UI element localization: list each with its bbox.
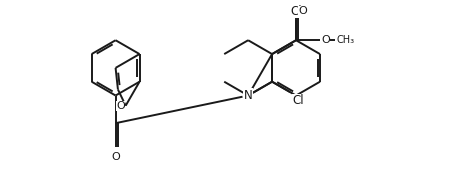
Text: O: O xyxy=(321,35,330,45)
Text: N: N xyxy=(244,89,252,102)
Text: CH₃: CH₃ xyxy=(336,35,355,45)
Text: O: O xyxy=(298,6,307,16)
Text: Cl: Cl xyxy=(290,5,302,18)
Text: Cl: Cl xyxy=(292,94,304,107)
Text: O: O xyxy=(111,152,120,162)
Text: O: O xyxy=(116,101,125,111)
